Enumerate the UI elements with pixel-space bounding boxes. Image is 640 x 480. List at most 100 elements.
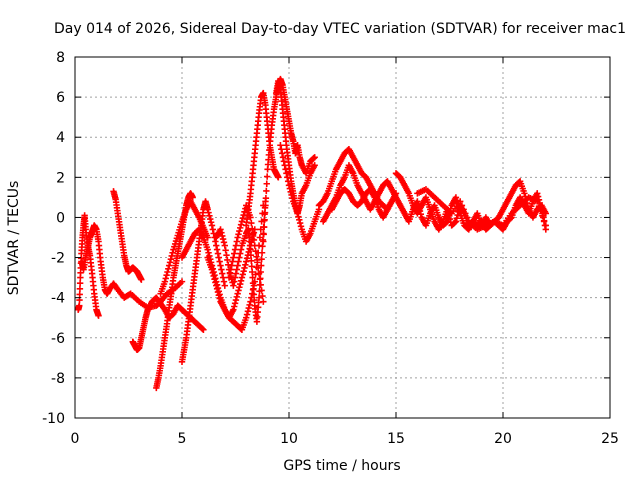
data-point <box>457 198 464 205</box>
data-point <box>534 190 541 197</box>
data-point <box>212 238 219 245</box>
data-point <box>283 170 290 177</box>
data-point <box>284 174 291 181</box>
data-point <box>234 262 241 269</box>
grid <box>75 57 610 418</box>
data-point <box>247 246 254 253</box>
data-point <box>213 246 221 253</box>
data-point <box>76 302 83 309</box>
data-point <box>260 238 267 245</box>
axis-ticks: 0 5 10 15 20 25 -10 -8 -6 -4 -2 0 2 4 6 8 <box>42 50 619 447</box>
data-point <box>414 198 421 205</box>
data-point <box>286 185 294 192</box>
data-point <box>248 268 256 276</box>
data-point <box>297 223 305 230</box>
data-point <box>213 242 220 249</box>
data-point <box>218 229 225 236</box>
data-point <box>451 219 459 226</box>
data-point <box>255 270 263 277</box>
data-point <box>453 197 460 204</box>
data-point <box>275 174 282 181</box>
data-point <box>463 214 471 221</box>
data-point <box>237 250 244 257</box>
data-point <box>258 255 265 263</box>
data-point <box>277 142 284 149</box>
data-point <box>239 215 246 222</box>
data-point <box>230 306 237 313</box>
data-point <box>248 257 255 264</box>
data-point <box>296 216 303 224</box>
data-point <box>240 267 247 275</box>
data-point <box>238 274 246 281</box>
data-point <box>219 235 227 243</box>
data-point <box>260 298 267 305</box>
data-point <box>537 207 544 215</box>
series-s2 <box>78 222 186 311</box>
data-point <box>219 232 226 240</box>
data-point <box>243 314 250 321</box>
data-point <box>282 166 289 173</box>
data-point <box>242 261 249 268</box>
series-s18 <box>328 186 395 221</box>
data-point <box>261 216 268 224</box>
data-point <box>229 258 236 265</box>
data-point <box>166 259 174 266</box>
data-point <box>444 218 451 225</box>
data-point <box>260 231 267 238</box>
data-point <box>231 246 239 253</box>
data-point <box>214 288 222 296</box>
data-point <box>458 202 466 209</box>
data-point <box>241 264 248 272</box>
data-point <box>210 230 217 237</box>
data-point <box>231 303 238 310</box>
data-point <box>221 242 228 249</box>
data-point <box>164 268 171 276</box>
data-point <box>243 258 250 265</box>
data-point <box>200 326 207 333</box>
y-tick-label: 8 <box>56 50 65 66</box>
x-tick-label: 0 <box>71 431 80 447</box>
data-point <box>220 278 228 285</box>
data-point <box>279 154 287 161</box>
data-point <box>243 255 251 262</box>
data-point <box>262 194 270 202</box>
x-axis-label: GPS time / hours <box>283 458 400 474</box>
data-point <box>310 154 318 162</box>
data-point <box>220 239 228 246</box>
data-point <box>254 264 262 272</box>
data-point <box>211 276 218 283</box>
data-point <box>223 251 230 259</box>
data-point <box>238 218 246 225</box>
data-point <box>262 202 269 209</box>
data-point <box>250 236 258 244</box>
y-tick-label: 6 <box>56 90 65 106</box>
data-point <box>232 242 240 249</box>
series-s3 <box>110 188 145 283</box>
plot-frame <box>74 56 611 419</box>
data-point <box>239 271 246 278</box>
data-point <box>253 253 260 260</box>
data-point <box>162 275 169 282</box>
data-point <box>254 259 261 266</box>
data-point <box>161 278 169 285</box>
data-point <box>219 274 227 281</box>
data-point <box>534 193 542 200</box>
data-point <box>240 211 247 219</box>
data-point <box>237 246 245 253</box>
data-point <box>278 146 285 153</box>
data-point <box>232 296 240 304</box>
data-point <box>232 270 240 277</box>
data-point <box>95 312 102 319</box>
data-point <box>289 194 296 202</box>
data-point <box>204 206 211 213</box>
data-point <box>256 276 264 283</box>
data-point <box>224 256 231 264</box>
data-point <box>231 274 239 281</box>
data-point <box>288 191 295 199</box>
x-tick-label: 10 <box>280 431 298 447</box>
data-point <box>165 262 173 269</box>
data-point <box>76 291 83 298</box>
data-point <box>231 250 238 257</box>
data-point <box>535 203 543 210</box>
data-point <box>230 254 237 261</box>
